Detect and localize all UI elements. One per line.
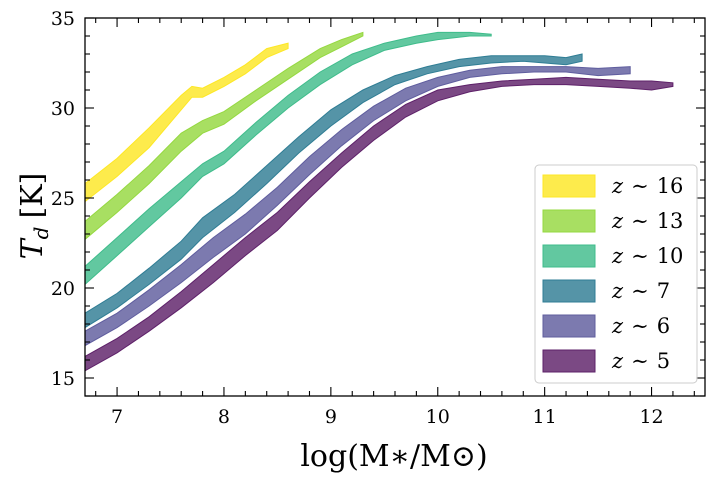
x-tick-label: 7 xyxy=(111,406,123,428)
band-z-16 xyxy=(84,42,289,203)
legend-swatch xyxy=(542,349,596,373)
y-tick-label: 20 xyxy=(51,278,75,300)
legend-label-var: z xyxy=(611,209,624,233)
y-tick-label: 30 xyxy=(51,98,75,120)
legend-swatch xyxy=(542,244,596,268)
band-z-6 xyxy=(84,66,631,347)
legend-label-op: ∼ xyxy=(631,349,649,373)
legend-swatch xyxy=(542,279,596,303)
y-axis-label-subscript: d xyxy=(29,227,53,240)
legend-label-op: ∼ xyxy=(631,244,649,268)
legend-label-op: ∼ xyxy=(631,174,649,198)
legend-label: z ∼ 16 xyxy=(611,174,683,198)
band-z-7 xyxy=(84,53,583,329)
axis-ticks: 7 8 9 10 11 12 15 20 25 30 35 xyxy=(51,8,705,428)
y-tick-label: 15 xyxy=(51,368,75,390)
legend-label-val: 6 xyxy=(657,314,670,338)
legend-label: z ∼ 10 xyxy=(611,244,683,268)
x-axis-label: log(M∗/M⊙) xyxy=(300,439,487,474)
legend: z ∼ 16 z ∼ 13 z ∼ 10 z ∼ 7 z ∼ 6 z ∼ 5 xyxy=(534,164,698,384)
y-tick-label: 35 xyxy=(51,8,75,30)
legend-label: z ∼ 13 xyxy=(611,209,683,233)
legend-label-op: ∼ xyxy=(631,209,649,233)
legend-label-val: 16 xyxy=(657,174,684,198)
legend-label: z ∼ 7 xyxy=(611,279,670,303)
legend-label-var: z xyxy=(611,244,624,268)
band-z-10 xyxy=(84,31,492,286)
legend-label-val: 10 xyxy=(657,244,684,268)
y-axis-label: Td [K] xyxy=(15,173,53,260)
legend-label: z ∼ 6 xyxy=(611,314,670,338)
y-axis-label-unit: [K] xyxy=(15,173,50,219)
band-z-13 xyxy=(84,31,364,241)
legend-label-val: 7 xyxy=(657,279,670,303)
legend-label: z ∼ 5 xyxy=(611,349,670,373)
x-tick-label: 11 xyxy=(533,406,557,428)
y-axis-label-symbol: T xyxy=(15,237,50,259)
legend-label-var: z xyxy=(611,174,624,198)
legend-swatch xyxy=(542,174,596,198)
x-tick-label: 8 xyxy=(218,406,230,428)
legend-label-var: z xyxy=(611,349,624,373)
legend-label-var: z xyxy=(611,314,624,338)
legend-label-op: ∼ xyxy=(631,279,649,303)
legend-label-op: ∼ xyxy=(631,314,649,338)
band-z-5 xyxy=(84,76,674,372)
legend-label-var: z xyxy=(611,279,624,303)
series-bands xyxy=(84,31,674,372)
legend-swatch xyxy=(542,209,596,233)
x-tick-label: 10 xyxy=(426,406,450,428)
x-tick-label: 12 xyxy=(639,406,663,428)
legend-swatch xyxy=(542,314,596,338)
y-tick-label: 25 xyxy=(51,188,75,210)
legend-label-val: 5 xyxy=(657,349,670,373)
legend-label-val: 13 xyxy=(657,209,684,233)
x-tick-label: 9 xyxy=(325,406,337,428)
